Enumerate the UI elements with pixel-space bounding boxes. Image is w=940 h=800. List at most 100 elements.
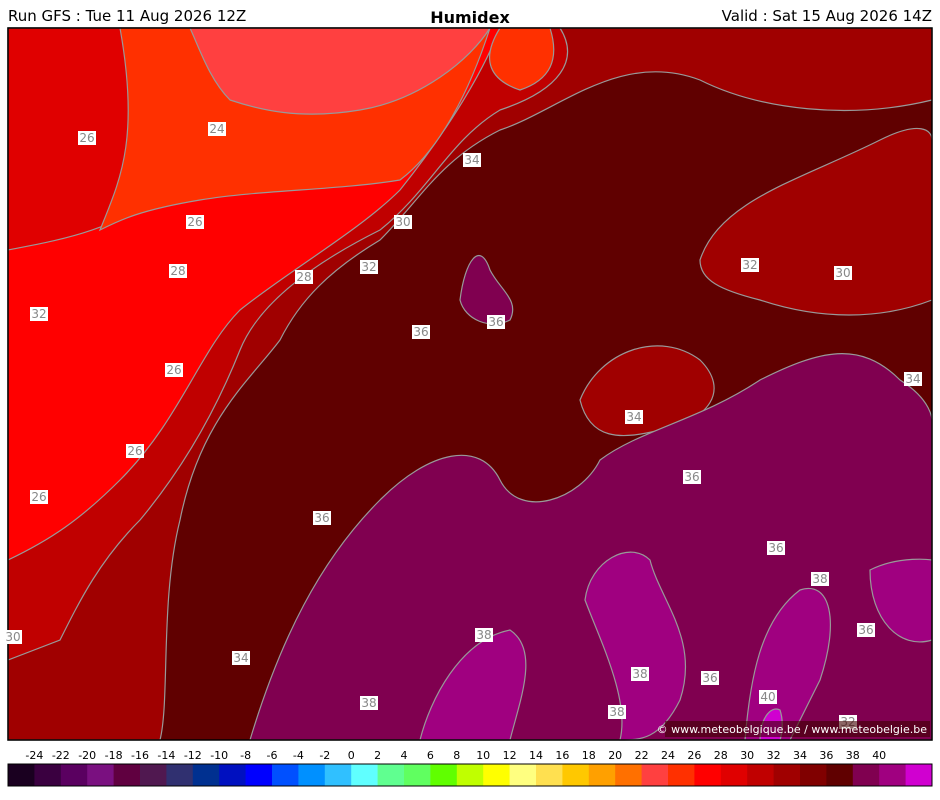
label-box — [625, 410, 643, 424]
scale-label: 18 — [582, 749, 596, 762]
label-box — [30, 307, 48, 321]
scale-swatch — [272, 764, 299, 786]
scale-label: -18 — [105, 749, 123, 762]
label-box — [126, 444, 144, 458]
scale-swatch — [615, 764, 643, 786]
label-box — [78, 131, 96, 145]
scale-swatch — [404, 764, 431, 786]
scale-swatch — [668, 764, 695, 786]
scale-label: 12 — [503, 749, 517, 762]
scale-swatch — [377, 764, 405, 786]
scale-label: -6 — [267, 749, 278, 762]
scale-swatch — [720, 764, 748, 786]
scale-label: 16 — [555, 749, 569, 762]
label-box — [169, 264, 187, 278]
scale-swatch — [430, 764, 458, 786]
contour-label: 24 — [209, 122, 224, 136]
scale-swatch — [694, 764, 722, 786]
scale-swatch — [562, 764, 590, 786]
scale-swatch — [483, 764, 511, 786]
contour-label: 28 — [170, 264, 185, 278]
contour-label: 38 — [361, 696, 376, 710]
scale-swatch — [8, 764, 35, 786]
scale-swatch — [588, 764, 616, 786]
scale-swatch — [773, 764, 801, 786]
scale-label: -8 — [240, 749, 251, 762]
scale-swatch — [113, 764, 141, 786]
map-title: Humidex — [430, 8, 510, 27]
scale-label: -16 — [131, 749, 149, 762]
scale-swatch — [351, 764, 379, 786]
label-box — [360, 696, 378, 710]
label-box — [295, 270, 313, 284]
label-box — [487, 315, 505, 329]
scale-swatch — [747, 764, 775, 786]
scale-swatch — [905, 764, 933, 786]
label-box — [741, 258, 759, 272]
contour-label: 32 — [31, 307, 46, 321]
scale-swatch — [34, 764, 62, 786]
scale-label: 14 — [529, 749, 543, 762]
scale-swatch — [324, 764, 352, 786]
label-box — [208, 122, 226, 136]
scale-swatch — [879, 764, 907, 786]
color-scale: -24 -22 -20 -18 -16 -14 -12 -10 -8 -6 -4 -2 0 2 4 6 8 10 1… — [7, 749, 933, 787]
contour-label: 36 — [314, 511, 329, 525]
scale-swatch — [298, 764, 326, 786]
scale-label: -12 — [184, 749, 202, 762]
contour-label: 36 — [768, 541, 783, 555]
label-box — [412, 325, 430, 339]
scale-swatch — [245, 764, 273, 786]
contour-label: 36 — [413, 325, 428, 339]
contour-label: 40 — [760, 690, 775, 704]
scale-label: 0 — [348, 749, 355, 762]
contour-label: 34 — [905, 372, 920, 386]
contour-label: 32 — [361, 260, 376, 274]
scale-label: 22 — [635, 749, 649, 762]
scale-label: 34 — [793, 749, 807, 762]
label-box — [608, 705, 626, 719]
contour-labels: 26 24 34 30 26 28 32 28 32 36 36 32 30 26 34 34 26 36 26 36… — [4, 122, 922, 729]
contour-label: 26 — [79, 131, 94, 145]
contour-label: 26 — [31, 490, 46, 504]
label-box — [701, 671, 719, 685]
label-box — [463, 153, 481, 167]
contour-label: 28 — [296, 270, 311, 284]
scale-swatch — [166, 764, 194, 786]
label-box — [683, 470, 701, 484]
contour-label: 36 — [702, 671, 717, 685]
label-box — [631, 667, 649, 681]
scale-swatch — [456, 764, 484, 786]
scale-label: -2 — [319, 749, 330, 762]
scale-swatch — [852, 764, 880, 786]
scale-label: -20 — [78, 749, 96, 762]
credit: © www.meteobelgique.be / www.meteobelgie… — [657, 723, 928, 736]
scale-swatch — [509, 764, 537, 786]
scale-swatch — [219, 764, 247, 786]
scale-label: -10 — [210, 749, 228, 762]
scale-swatch — [192, 764, 220, 786]
contour-label: 34 — [626, 410, 641, 424]
contour-label: 34 — [464, 153, 479, 167]
contour-label: 30 — [395, 215, 410, 229]
contour-label: 36 — [684, 470, 699, 484]
scale-label: 4 — [401, 749, 408, 762]
label-box — [165, 363, 183, 377]
scale-label: -4 — [293, 749, 304, 762]
scale-label: 32 — [767, 749, 781, 762]
label-box — [186, 215, 204, 229]
scale-label: -14 — [157, 749, 175, 762]
scale-swatch — [800, 764, 827, 786]
scale-swatch — [826, 764, 854, 786]
scale-label: 8 — [453, 749, 460, 762]
scale-swatch — [641, 764, 669, 786]
contour-label: 26 — [127, 444, 142, 458]
map-area — [7, 27, 933, 741]
valid-label: Valid : Sat 15 Aug 2026 14Z — [722, 7, 932, 25]
scale-frame — [7, 763, 933, 787]
contour-label: 38 — [476, 628, 491, 642]
label-box — [30, 490, 48, 504]
contour-label: 26 — [166, 363, 181, 377]
